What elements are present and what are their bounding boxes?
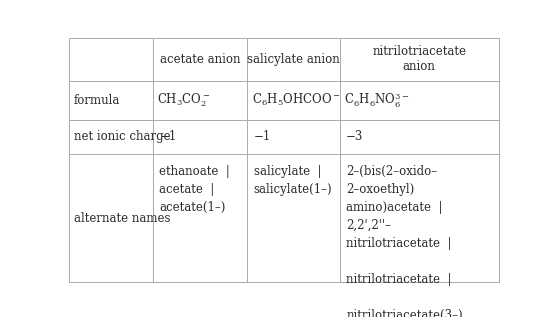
Text: salicylate anion: salicylate anion <box>247 53 340 66</box>
Text: −3: −3 <box>346 130 363 143</box>
Text: nitrilotriacetate
anion: nitrilotriacetate anion <box>372 45 466 74</box>
Text: $\mathdefault{C_6H_5OHCOO^-}$: $\mathdefault{C_6H_5OHCOO^-}$ <box>252 92 340 108</box>
Text: net ionic charge: net ionic charge <box>74 130 170 143</box>
Text: $\mathdefault{CH_3CO_2^-}$: $\mathdefault{CH_3CO_2^-}$ <box>157 92 211 109</box>
Text: formula: formula <box>74 94 120 107</box>
Text: salicylate  |
salicylate(1–): salicylate | salicylate(1–) <box>254 165 332 196</box>
Text: 2–(bis(2–oxido–
2–oxoethyl)
amino)acetate  |
2,2',2''–
nitrilotriacetate  |

nit: 2–(bis(2–oxido– 2–oxoethyl) amino)acetat… <box>346 165 463 317</box>
Text: ethanoate  |
acetate  |
acetate(1–): ethanoate | acetate | acetate(1–) <box>160 165 230 214</box>
Text: $\mathdefault{C_6H_6NO_6^{3-}}$: $\mathdefault{C_6H_6NO_6^{3-}}$ <box>344 91 409 110</box>
Text: alternate names: alternate names <box>74 211 170 224</box>
Text: −1: −1 <box>254 130 271 143</box>
Text: acetate anion: acetate anion <box>160 53 240 66</box>
Text: −1: −1 <box>160 130 177 143</box>
